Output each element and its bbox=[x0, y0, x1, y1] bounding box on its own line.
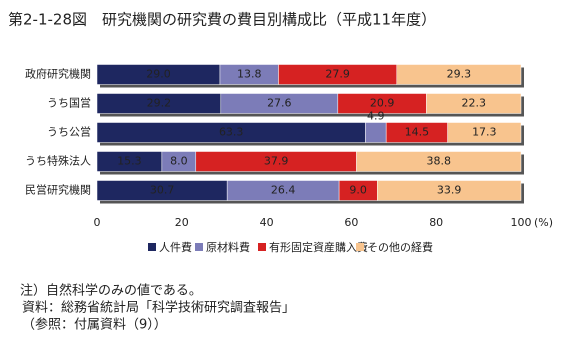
note: 資料：総務省統計局「科学技術研究調査報告」 bbox=[22, 300, 295, 316]
value-label: 22.3 bbox=[461, 97, 486, 110]
value-label: 29.0 bbox=[146, 68, 171, 81]
bar-segment bbox=[377, 180, 522, 201]
value-label: 63.3 bbox=[219, 126, 244, 139]
x-tick-label: 60 bbox=[344, 216, 358, 229]
value-label: 37.9 bbox=[264, 155, 289, 168]
chart-title: 第2-1-28図 研究機関の研究費の費目別構成比（平成11年度） bbox=[8, 11, 436, 29]
value-label: 9.0 bbox=[349, 184, 367, 197]
x-tick-label: 40 bbox=[260, 216, 274, 229]
x-tick-label: 100 bbox=[511, 216, 532, 229]
note: （参照：付属資料（9）） bbox=[22, 317, 167, 333]
x-tick-label: 80 bbox=[429, 216, 443, 229]
y-tick-label: うち特殊法人 bbox=[25, 154, 91, 168]
value-label: 27.9 bbox=[325, 68, 350, 81]
value-label: 29.3 bbox=[447, 68, 472, 81]
value-label: 26.4 bbox=[271, 184, 296, 197]
x-tick-label: 20 bbox=[175, 216, 189, 229]
bar-segment bbox=[447, 122, 522, 143]
value-label: 29.2 bbox=[147, 97, 172, 110]
legend-label: その他の経費 bbox=[367, 240, 433, 254]
legend-label: 人件費 bbox=[159, 240, 192, 254]
value-label: 17.3 bbox=[472, 126, 497, 139]
y-tick-label: 民営研究機関 bbox=[25, 183, 91, 197]
bar-segment bbox=[396, 64, 522, 85]
bar-segment bbox=[365, 122, 387, 143]
value-label: 30.7 bbox=[150, 184, 175, 197]
value-label: 14.5 bbox=[405, 126, 430, 139]
value-label: 27.6 bbox=[267, 97, 292, 110]
value-label: 13.8 bbox=[237, 68, 262, 81]
value-label: 20.9 bbox=[370, 97, 395, 110]
value-label: 4.9 bbox=[367, 110, 385, 123]
bar-segment bbox=[426, 93, 522, 114]
legend-label: 有形固定資産購入費 bbox=[269, 240, 368, 254]
x-axis-label: (%) bbox=[534, 216, 553, 229]
value-label: 33.9 bbox=[437, 184, 462, 197]
legend-swatch bbox=[258, 243, 266, 251]
bar-segment bbox=[356, 151, 522, 172]
x-tick-label: 0 bbox=[94, 216, 101, 229]
y-tick-label: うち国営 bbox=[47, 96, 91, 110]
note: 注）自然科学のみの値である。 bbox=[20, 283, 202, 299]
value-label: 15.3 bbox=[117, 155, 142, 168]
legend-label: 原材料費 bbox=[206, 240, 250, 254]
legend-swatch bbox=[356, 243, 364, 251]
value-label: 8.0 bbox=[170, 155, 188, 168]
legend-swatch bbox=[148, 243, 156, 251]
y-tick-label: 政府研究機関 bbox=[25, 67, 91, 81]
value-label: 38.8 bbox=[426, 155, 451, 168]
legend-swatch bbox=[195, 243, 203, 251]
y-tick-label: うち公営 bbox=[47, 125, 91, 139]
